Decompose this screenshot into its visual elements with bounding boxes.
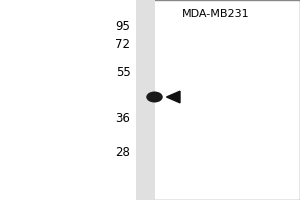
Polygon shape <box>167 91 180 103</box>
Text: 72: 72 <box>116 38 130 51</box>
Text: 55: 55 <box>116 66 130 79</box>
Text: MDA-MB231: MDA-MB231 <box>182 9 250 19</box>
Bar <box>138 0 300 200</box>
Text: 36: 36 <box>116 112 130 124</box>
Text: 95: 95 <box>116 21 130 33</box>
Ellipse shape <box>146 92 163 102</box>
Text: 28: 28 <box>116 146 130 158</box>
Bar <box>136 0 155 200</box>
